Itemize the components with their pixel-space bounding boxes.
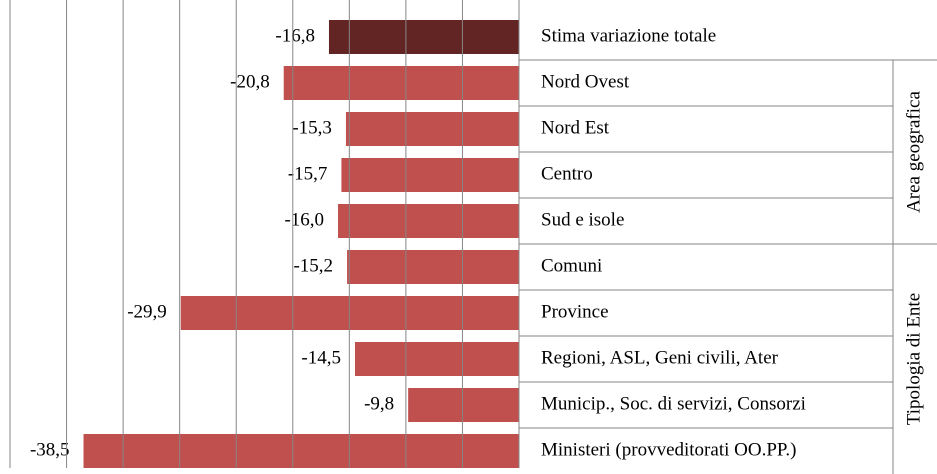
- value-label: -14,5: [301, 347, 341, 368]
- bar: [180, 296, 519, 330]
- bar: [83, 434, 520, 468]
- category-label: Nord Ovest: [541, 71, 630, 92]
- value-label: -16,0: [284, 209, 324, 230]
- bar: [283, 66, 519, 100]
- category-label: Stima variazione totale: [541, 25, 716, 46]
- category-label: Regioni, ASL, Geni civili, Ater: [541, 347, 779, 368]
- value-label: -29,9: [127, 301, 167, 322]
- value-label: -38,5: [30, 439, 70, 460]
- value-label: -9,8: [364, 393, 394, 414]
- group-label: Tipologia di Ente: [903, 293, 924, 425]
- group-label: Area geografica: [903, 91, 924, 213]
- value-label: -16,8: [275, 25, 315, 46]
- value-label: -15,7: [288, 163, 328, 184]
- category-label: Nord Est: [541, 117, 610, 138]
- bar: [341, 158, 519, 192]
- value-label: -15,3: [292, 117, 332, 138]
- bar: [338, 204, 519, 238]
- bar: [354, 342, 519, 376]
- category-label: Municip., Soc. di servizi, Consorzi: [541, 393, 806, 414]
- category-label: Ministeri (provveditorati OO.PP.): [541, 439, 796, 460]
- category-label: Centro: [541, 163, 593, 184]
- value-label: -15,2: [293, 255, 333, 276]
- category-label: Sud e isole: [541, 209, 624, 230]
- category-label: Comuni: [541, 255, 602, 276]
- bar: [408, 388, 519, 422]
- bar: [328, 20, 519, 54]
- bar: [347, 250, 519, 284]
- bar: [345, 112, 519, 146]
- category-label: Province: [541, 301, 609, 322]
- value-label: -20,8: [230, 71, 270, 92]
